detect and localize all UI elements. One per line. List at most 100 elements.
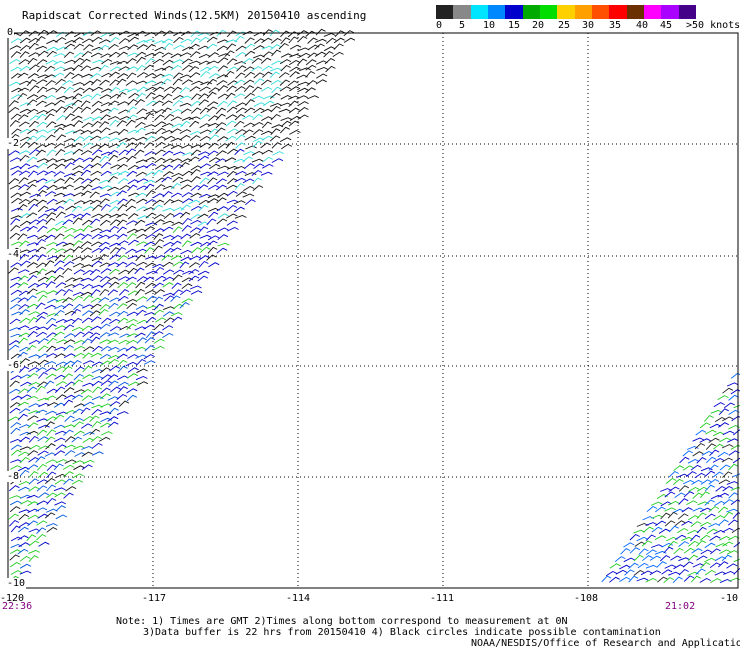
wind-barb (28, 354, 41, 359)
wind-barb (55, 361, 68, 366)
wind-barb (199, 234, 212, 239)
wind-barb (661, 569, 673, 575)
wind-barb (35, 144, 47, 150)
wind-barb (44, 113, 55, 121)
wind-barb (10, 225, 21, 232)
wind-barb (182, 170, 194, 177)
wind-barb (144, 80, 157, 85)
wind-barb (188, 268, 200, 275)
wind-barb (225, 114, 237, 120)
wind-barb (673, 465, 685, 472)
wind-barb (44, 512, 56, 519)
wind-barb (83, 164, 94, 171)
wind-barb (44, 380, 55, 388)
wind-barb (54, 374, 66, 380)
wind-barb (181, 192, 193, 198)
wind-barb (181, 240, 192, 248)
wind-barb (108, 358, 119, 365)
wind-barb (73, 352, 86, 358)
time-left: 22:36 (2, 601, 33, 612)
wind-barb (47, 402, 59, 407)
wind-barb (82, 304, 94, 309)
wind-barb (629, 533, 640, 541)
wind-barb (153, 296, 164, 304)
wind-barb (127, 255, 140, 260)
wind-barb (73, 389, 86, 394)
wind-barb (28, 555, 39, 562)
wind-barb (154, 67, 167, 72)
wind-barb (678, 568, 689, 576)
wind-barb (235, 170, 247, 176)
wind-barb (27, 128, 39, 135)
wind-barb (225, 184, 238, 190)
wind-barb (91, 108, 102, 115)
wind-barb (271, 86, 282, 94)
wind-barb (136, 337, 147, 344)
wind-barb (10, 165, 23, 170)
wind-barb (63, 158, 76, 163)
wind-barb (216, 74, 229, 79)
wind-barb (90, 352, 103, 358)
wind-barb (244, 107, 256, 114)
wind-barb (71, 205, 83, 213)
wind-barb (116, 213, 128, 218)
wind-barb (109, 137, 121, 142)
wind-barb (190, 185, 202, 192)
wind-barb (9, 232, 21, 239)
note-line-1: Note: 1) Times are GMT 2)Times along bot… (116, 616, 568, 627)
wind-barb (64, 284, 76, 288)
wind-barb (645, 534, 656, 542)
wind-barb (81, 338, 93, 345)
wind-barb (200, 66, 212, 72)
wind-barb (19, 128, 32, 134)
wind-barb (235, 102, 247, 108)
wind-barb (643, 526, 654, 533)
wind-barb (53, 53, 66, 57)
wind-barb (81, 423, 93, 429)
wind-barb (690, 575, 701, 583)
wind-barb (154, 239, 165, 246)
wind-barb (704, 569, 716, 576)
wind-barb (730, 499, 740, 505)
wind-barb (9, 58, 21, 64)
wind-barb (243, 85, 254, 92)
wind-barb (143, 226, 155, 232)
wind-barb (314, 43, 325, 50)
wind-barb (128, 92, 140, 99)
wind-barb (72, 277, 85, 282)
wind-barb (244, 43, 256, 50)
wind-barb (118, 46, 131, 50)
wind-barb (161, 52, 173, 58)
wind-barb (190, 107, 202, 114)
legend-label: 15 (508, 20, 521, 31)
wind-barb (189, 285, 202, 290)
wind-barb (91, 376, 104, 380)
wind-barb (316, 67, 329, 71)
wind-barb (63, 173, 76, 178)
wind-barb (98, 297, 110, 303)
wind-barb (8, 416, 20, 422)
wind-barb (72, 473, 84, 479)
wind-barb (134, 141, 145, 149)
wind-barb (27, 57, 38, 65)
wind-barb (55, 78, 66, 86)
wind-barb (207, 122, 220, 127)
wind-barb (197, 184, 209, 191)
wind-barb (55, 282, 67, 288)
wind-barb (118, 66, 130, 71)
wind-barb (700, 467, 713, 472)
wind-barb (314, 51, 327, 57)
wind-barb (107, 175, 118, 183)
wind-barb (53, 171, 65, 177)
wind-barb (170, 255, 183, 261)
wind-barb (26, 184, 37, 191)
wind-barb (55, 106, 66, 113)
legend-swatch (661, 5, 679, 19)
wind-barb (127, 164, 140, 171)
wind-barb (704, 470, 716, 477)
wind-barb (683, 491, 695, 498)
wind-barb (224, 70, 235, 78)
wind-barb (80, 58, 91, 66)
wind-barb (179, 52, 192, 57)
wind-barb (54, 450, 66, 456)
